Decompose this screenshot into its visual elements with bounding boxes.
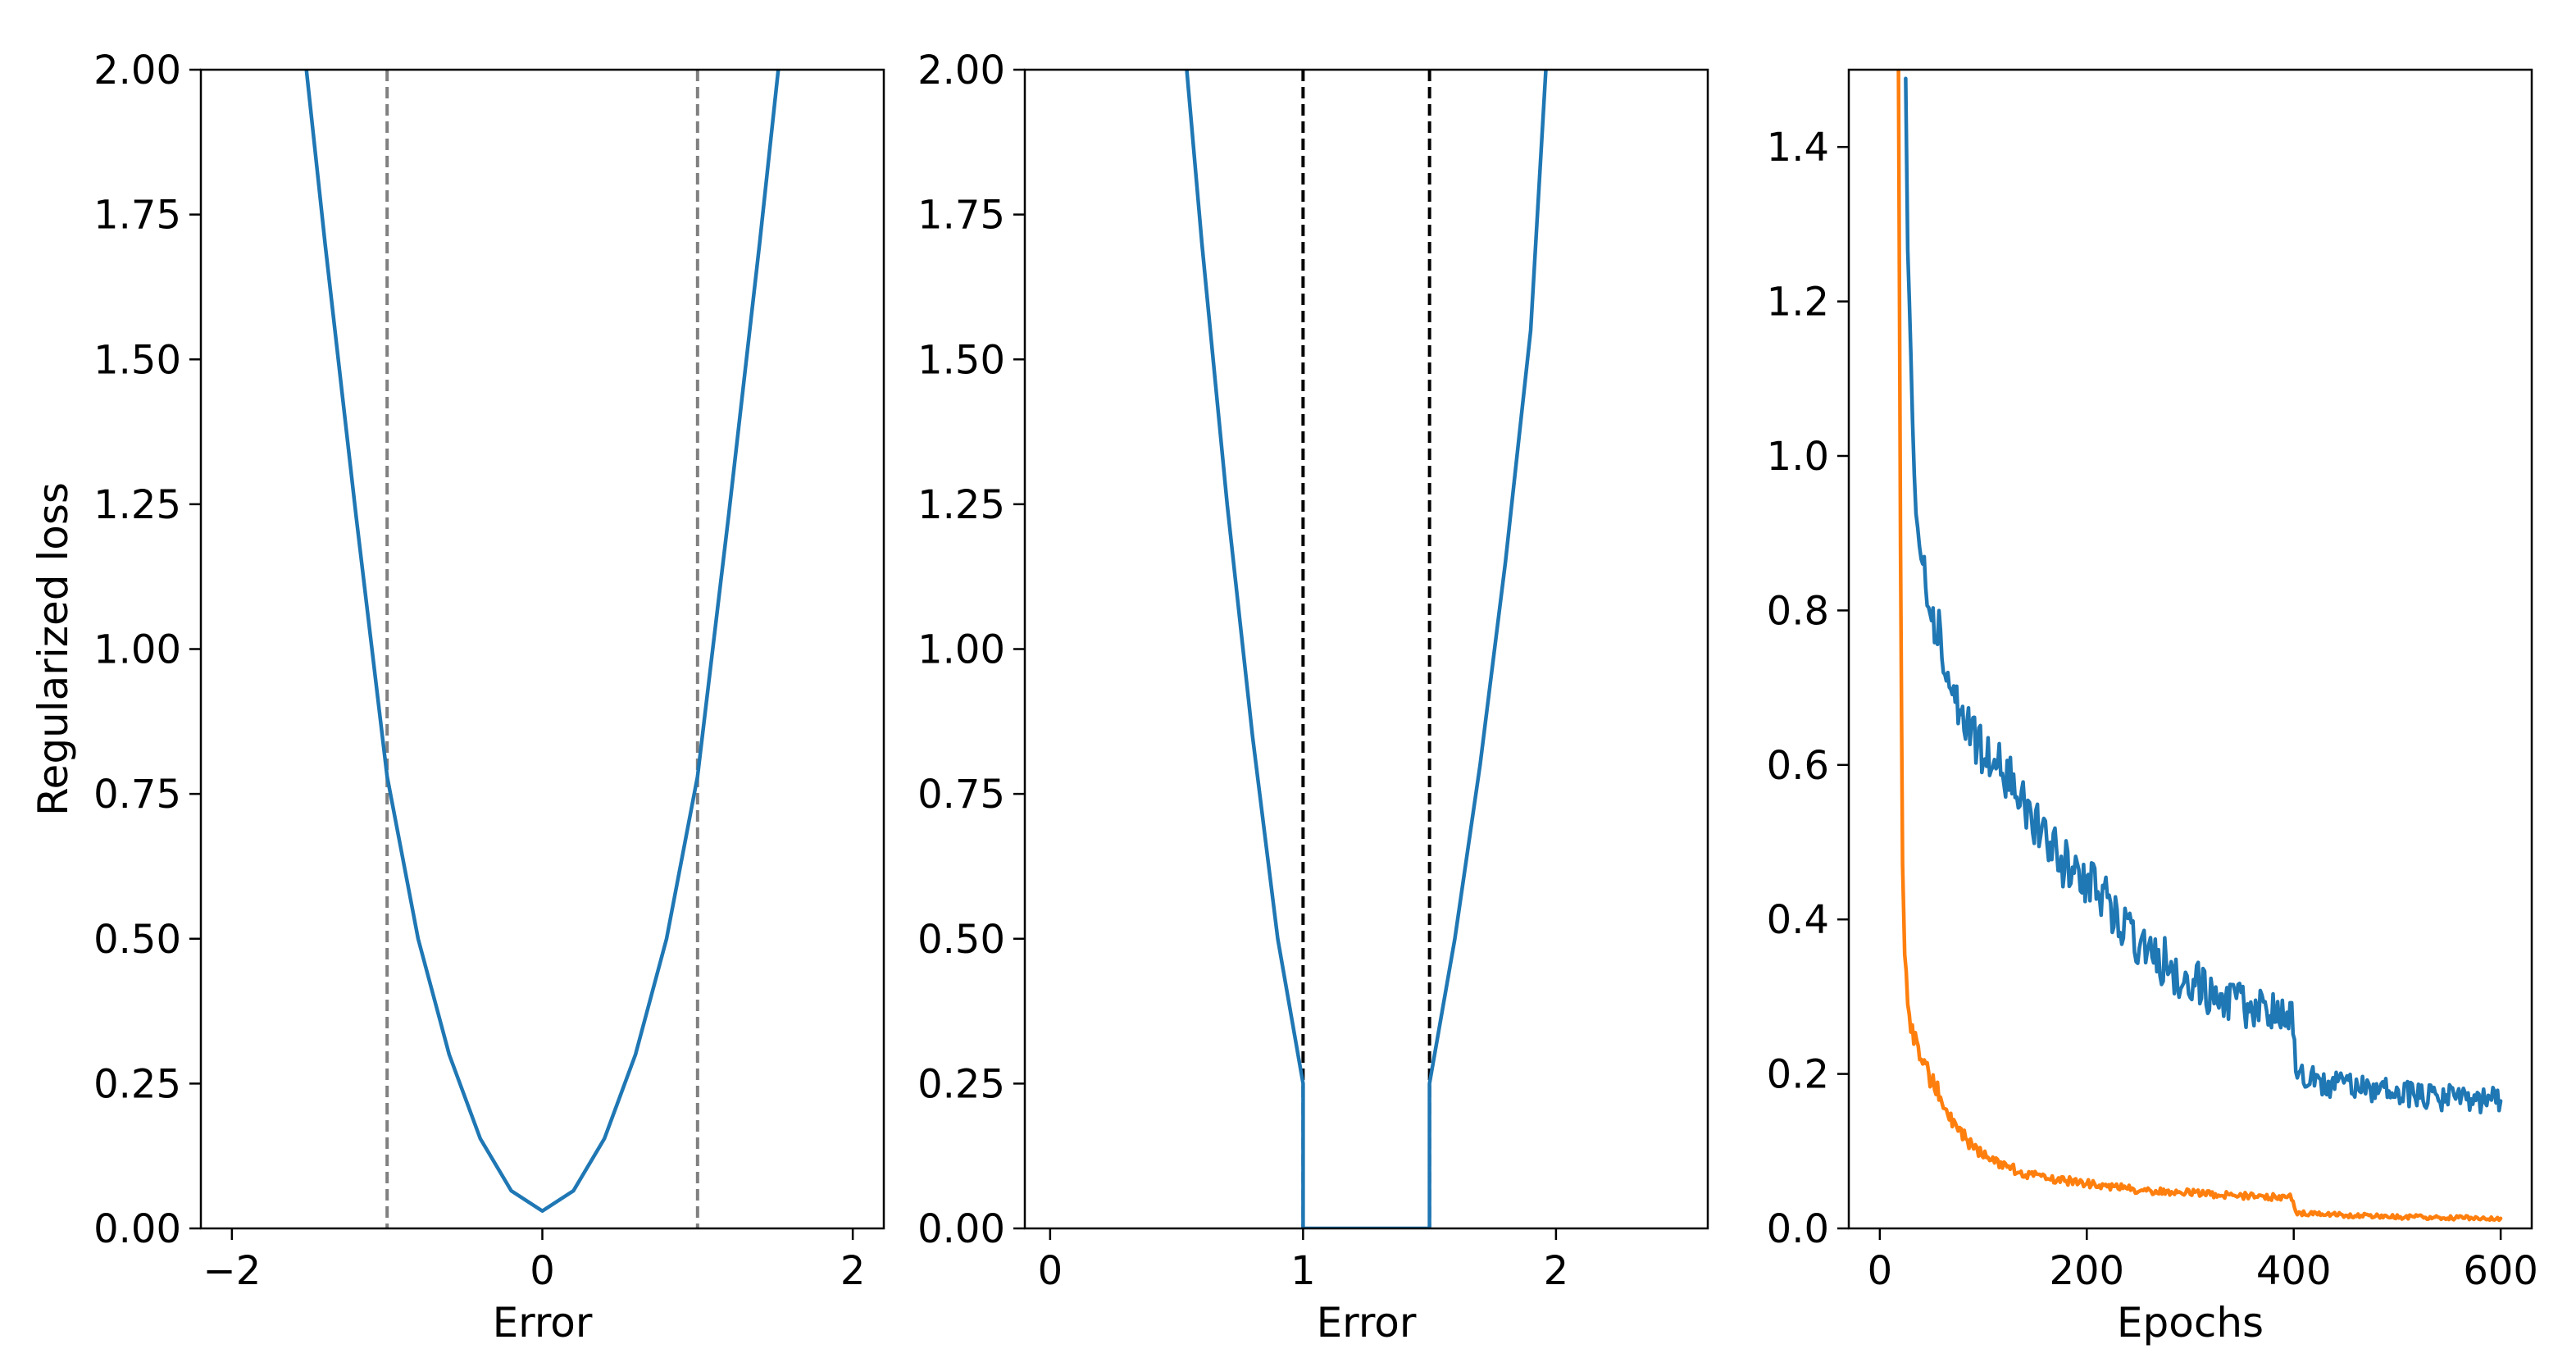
- y-tick-label-right-1: 0.2: [1767, 1052, 1829, 1098]
- x-tick-label-left-2: 2: [840, 1248, 866, 1294]
- y-tick-label-middle-6: 1.50: [917, 337, 1005, 383]
- x-tick-label-right-2: 400: [2256, 1248, 2332, 1294]
- y-tick-label-middle-3: 0.75: [917, 772, 1005, 818]
- x-tick-label-right-0: 0: [1868, 1248, 1893, 1294]
- x-tick-label-middle-2: 2: [1544, 1248, 1569, 1294]
- series-line-middle-0: [1185, 70, 1548, 1228]
- y-tick-label-left-1: 0.25: [93, 1061, 181, 1107]
- x-tick-label-right-3: 600: [2463, 1248, 2538, 1294]
- y-tick-label-left-5: 1.25: [93, 482, 181, 528]
- y-tick-label-middle-7: 1.75: [917, 193, 1005, 239]
- axes-frame-middle: [1023, 68, 1709, 1230]
- x-axis-label-left: Error: [493, 1299, 593, 1346]
- y-tick-label-middle-0: 0.00: [917, 1206, 1005, 1252]
- x-tick-label-middle-1: 1: [1290, 1248, 1316, 1294]
- y-tick-label-right-4: 0.8: [1767, 588, 1829, 634]
- x-tick-label-right-1: 200: [2049, 1248, 2124, 1294]
- y-tick-label-middle-4: 1.00: [917, 627, 1005, 673]
- loss-panel-middle: 0 1 2 0.00 0.25 0.50 0.75 1.00 1.25 1.50 1.75 2.00 E…: [917, 48, 1709, 1346]
- y-tick-label-right-0: 0.0: [1767, 1206, 1829, 1252]
- y-tick-label-right-2: 0.4: [1767, 897, 1829, 943]
- y-tick-label-right-5: 1.0: [1767, 434, 1829, 480]
- series-line-left-0: [304, 70, 781, 1214]
- training-curve-panel: 0 200 400 600 0.0 0.2 0.4 0.6 0.8 1.0 1.2 1.4 Epochs: [1767, 68, 2538, 1346]
- x-axis-label-middle: Error: [1317, 1299, 1417, 1346]
- y-tick-label-left-6: 1.50: [93, 337, 181, 383]
- x-tick-label-left-1: 0: [530, 1248, 555, 1294]
- loss-panel-left: −2 0 2 0.00 0.25 0.50 0.75 1.00 1.25 1.50 1.75 2.00…: [30, 48, 885, 1346]
- x-tick-label-left-0: −2: [203, 1248, 261, 1294]
- y-axis-label-left: Regularized loss: [30, 482, 77, 816]
- y-tick-label-middle-8: 2.00: [917, 48, 1005, 93]
- x-axis-label-right: Epochs: [2117, 1299, 2264, 1346]
- series-line-right-0: [1904, 76, 2503, 1114]
- y-tick-label-left-0: 0.00: [93, 1206, 181, 1252]
- y-tick-label-middle-1: 0.25: [917, 1061, 1005, 1107]
- y-tick-label-middle-5: 1.25: [917, 482, 1005, 528]
- axes-frame-right: [1847, 68, 2533, 1230]
- y-tick-label-right-7: 1.4: [1767, 125, 1829, 171]
- y-tick-label-left-7: 1.75: [93, 193, 181, 239]
- plot-area-left: [304, 70, 781, 1228]
- y-tick-label-left-3: 0.75: [93, 772, 181, 818]
- y-tick-label-left-8: 2.00: [93, 48, 181, 93]
- plot-area-right: [1896, 70, 2503, 1223]
- y-tick-label-left-2: 0.50: [93, 917, 181, 963]
- axes-frame-left: [199, 68, 885, 1230]
- y-tick-label-right-3: 0.6: [1767, 743, 1829, 789]
- series-line-right-1: [1896, 70, 2503, 1223]
- y-tick-label-right-6: 1.2: [1767, 280, 1829, 326]
- x-tick-label-middle-0: 0: [1038, 1248, 1063, 1294]
- y-tick-label-left-4: 1.00: [93, 627, 181, 673]
- y-tick-label-middle-2: 0.50: [917, 917, 1005, 963]
- plot-area-middle: [1185, 70, 1548, 1228]
